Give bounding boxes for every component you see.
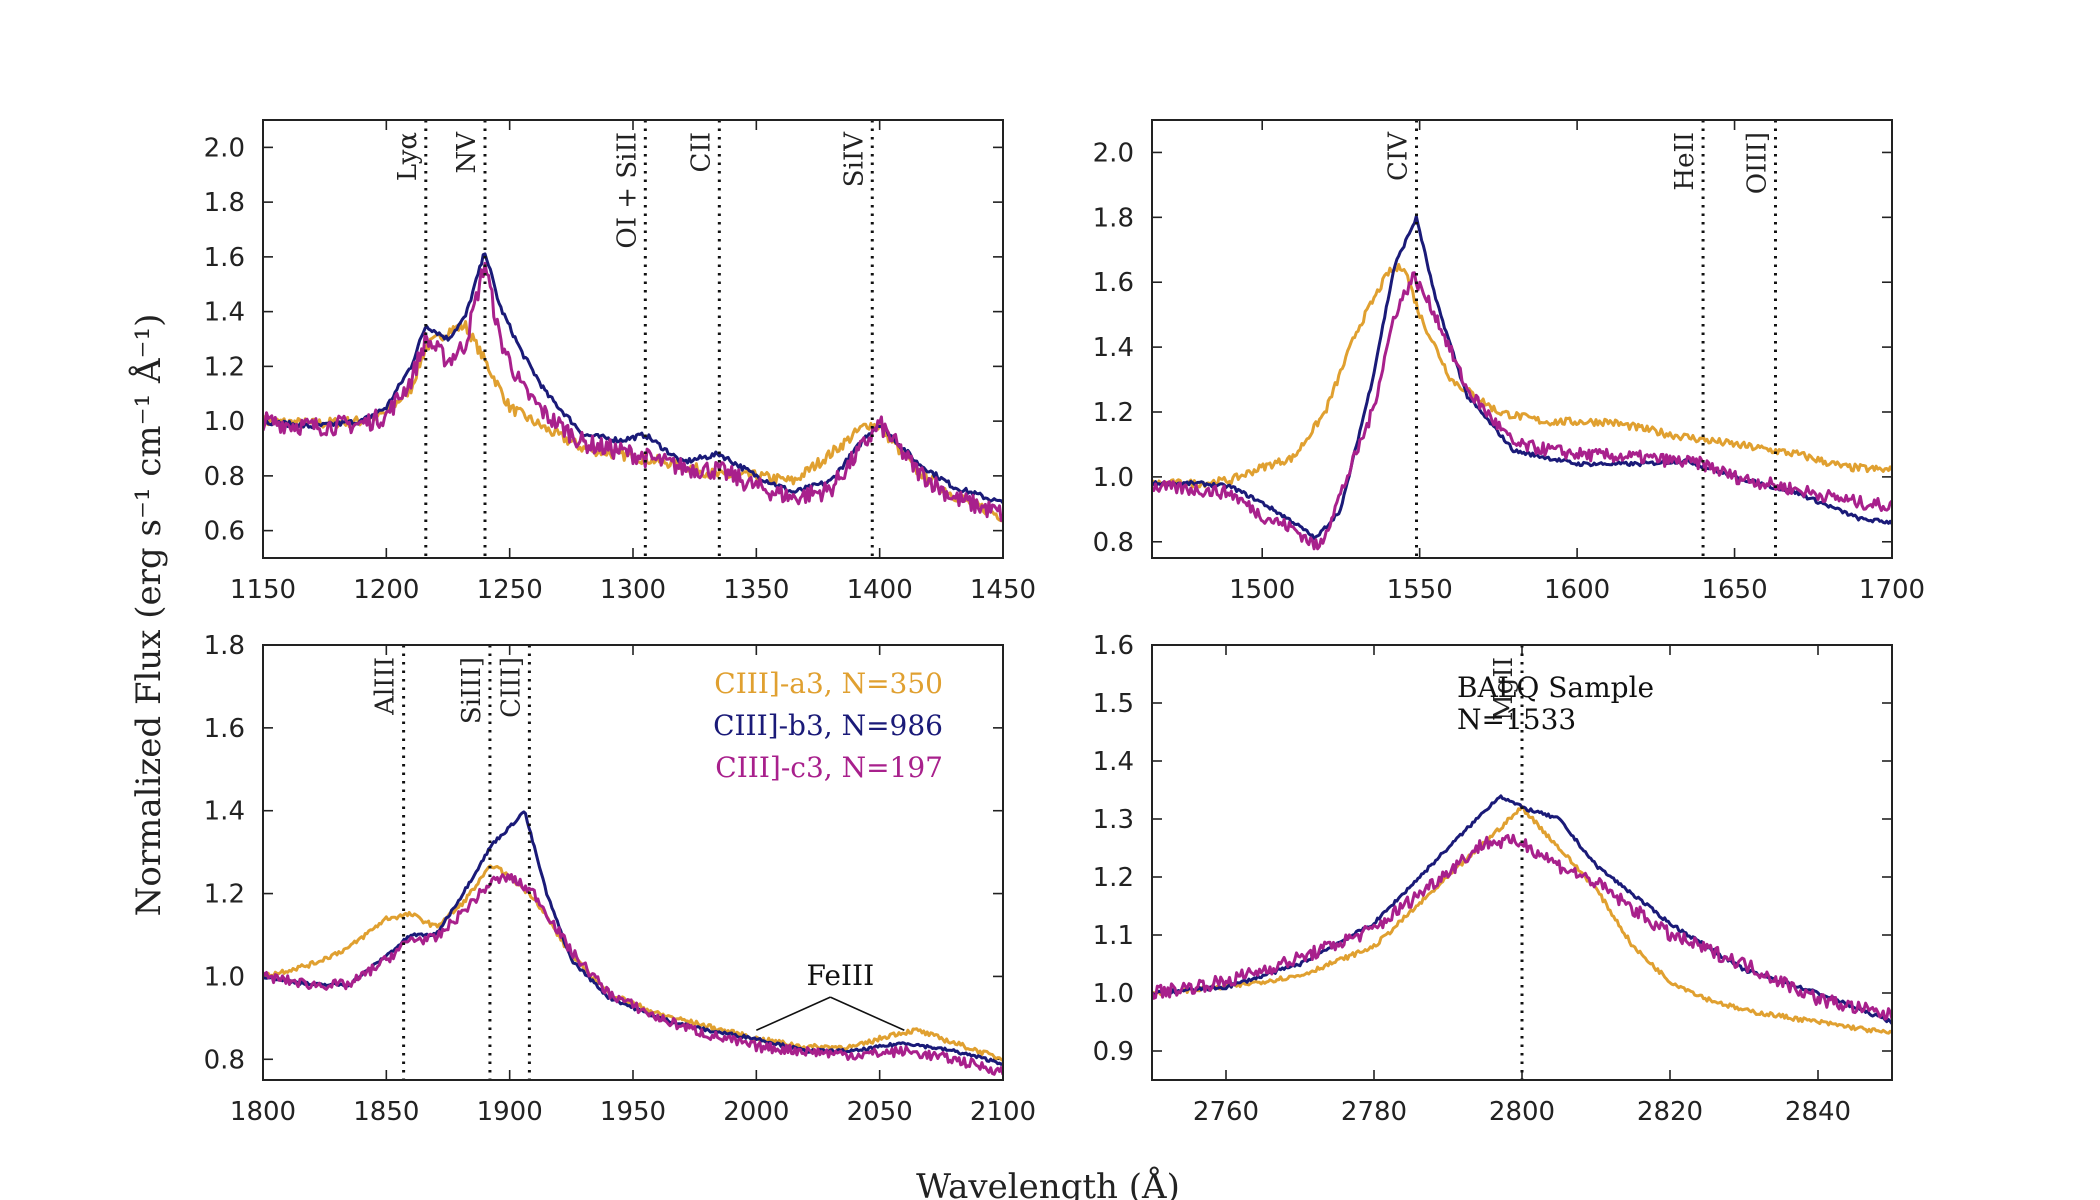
- series-line-ciiic3: [1152, 833, 1892, 1021]
- series-line-ciiia3: [1152, 804, 1892, 1035]
- series-group: [263, 810, 1003, 1076]
- x-tick-label: 2760: [1193, 1097, 1259, 1127]
- y-tick-label: 2.0: [1093, 138, 1134, 168]
- x-tick-label: 1850: [353, 1097, 419, 1127]
- y-tick-label: 1.6: [204, 243, 245, 273]
- line-marker-label: SiIV: [839, 131, 869, 187]
- y-tick-label: 1.2: [1093, 398, 1134, 428]
- annotation-label: FeIII: [807, 959, 875, 992]
- y-tick-label: 1.4: [1093, 747, 1134, 777]
- y-tick-label: 0.8: [1093, 528, 1134, 558]
- y-tick-label: 1.4: [204, 298, 245, 328]
- y-tick-label: 1.4: [204, 797, 245, 827]
- y-tick-label: 1.0: [1093, 979, 1134, 1009]
- line-marker-label: AlIII: [371, 657, 401, 716]
- y-tick-label: 1.6: [204, 714, 245, 744]
- x-tick-label: 1800: [230, 1097, 296, 1127]
- x-tick-label: 1950: [600, 1097, 666, 1127]
- x-tick-label: 1350: [723, 575, 789, 605]
- series-line-ciiia3: [1152, 263, 1892, 489]
- x-tick-label: 1450: [970, 575, 1036, 605]
- x-tick-label: 1300: [600, 575, 666, 605]
- annotation-arrow: [830, 996, 905, 1032]
- x-tick-label: 2000: [723, 1097, 789, 1127]
- sample-label: BALQ Sample: [1457, 671, 1654, 704]
- panel-p4: 2760 2780 2800 2820 2840 0.9 1.0 1.1 1.2 1.3 1.4 1.…: [1093, 631, 1893, 1127]
- panel-p1: 1150 1200 1250 1300 1350 1400 1450 0.6 0.8 1.0 1.2…: [204, 119, 1036, 605]
- x-tick-label: 1700: [1859, 575, 1925, 605]
- y-tick-label: 1.0: [204, 407, 245, 437]
- line-marker-label: OIII]: [1742, 132, 1772, 194]
- line-marker-label: SiIII]: [457, 657, 487, 724]
- x-tick-label: 1550: [1387, 575, 1453, 605]
- legend-item: CIII]-c3, N=197: [715, 751, 943, 784]
- y-tick-label: 0.8: [204, 1045, 245, 1075]
- axes-frame: [1151, 119, 1893, 559]
- y-tick-label: 1.0: [1093, 463, 1134, 493]
- panel-p2: 1500 1550 1600 1650 1700 0.8 1.0 1.2 1.4 1.6 1.8 2.…: [1093, 119, 1925, 605]
- series-line-ciiib3: [263, 810, 1003, 1066]
- x-tick-label: 1400: [847, 575, 913, 605]
- x-axis-title: Wavelength (Å): [916, 1166, 1180, 1200]
- panel-p3: 1800 1850 1900 1950 2000 2050 2100 0.8 1.0 1.2 1.4…: [204, 631, 1036, 1127]
- legend-item: CIII]-a3, N=350: [714, 667, 943, 700]
- x-tick-label: 1150: [230, 575, 296, 605]
- y-tick-label: 0.6: [204, 517, 245, 547]
- x-tick-label: 1500: [1229, 575, 1295, 605]
- y-tick-label: 1.3: [1093, 805, 1134, 835]
- series-line-ciiib3: [263, 252, 1003, 504]
- line-marker-label: Lyα: [393, 132, 423, 181]
- axes-frame: [262, 119, 1004, 559]
- annotation-arrow: [756, 996, 831, 1032]
- x-tick-label: 1200: [353, 575, 419, 605]
- series-group: [263, 252, 1003, 523]
- line-marker-label: NV: [452, 131, 482, 174]
- x-tick-label: 2050: [847, 1097, 913, 1127]
- x-tick-label: 2780: [1341, 1097, 1407, 1127]
- line-marker-label: CIII]: [496, 657, 526, 718]
- series-group: [1152, 214, 1892, 551]
- x-tick-label: 2840: [1785, 1097, 1851, 1127]
- x-tick-label: 2800: [1489, 1097, 1555, 1127]
- line-marker-label: CIV: [1384, 131, 1414, 181]
- y-tick-label: 1.6: [1093, 631, 1134, 661]
- x-tick-label: 1250: [477, 575, 543, 605]
- panels: 1150 1200 1250 1300 1350 1400 1450 0.6 0.8 1.0 1.2…: [204, 119, 1925, 1127]
- y-tick-label: 1.0: [204, 962, 245, 992]
- x-tick-label: 2820: [1637, 1097, 1703, 1127]
- line-marker-label: CII: [686, 132, 716, 172]
- series-group: [1152, 794, 1892, 1035]
- y-tick-label: 1.2: [204, 352, 245, 382]
- y-tick-label: 1.5: [1093, 689, 1134, 719]
- y-tick-label: 1.1: [1093, 921, 1134, 951]
- series-line-ciiib3: [1152, 214, 1892, 541]
- line-marker-label: MgII: [1489, 657, 1519, 721]
- series-line-ciiic3: [263, 873, 1003, 1076]
- series-line-ciiic3: [1152, 271, 1892, 551]
- y-tick-label: 2.0: [204, 133, 245, 163]
- x-tick-label: 2100: [970, 1097, 1036, 1127]
- sample-label: N=1533: [1457, 703, 1576, 736]
- y-tick-label: 1.8: [204, 188, 245, 218]
- y-tick-label: 1.6: [1093, 268, 1134, 298]
- x-tick-label: 1650: [1701, 575, 1767, 605]
- y-tick-label: 1.8: [1093, 203, 1134, 233]
- y-tick-label: 0.9: [1093, 1037, 1134, 1067]
- y-axis-title: Normalized Flux (erg s⁻¹ cm⁻¹ Å⁻¹): [128, 314, 169, 917]
- series-line-ciiic3: [263, 261, 1003, 522]
- axes-frame: [1151, 644, 1893, 1081]
- axes-frame: [262, 644, 1004, 1081]
- line-marker-label: OI + SiII: [612, 132, 642, 249]
- legend-item: CIII]-b3, N=986: [713, 709, 943, 742]
- y-tick-label: 1.8: [204, 631, 245, 661]
- y-tick-label: 1.2: [1093, 863, 1134, 893]
- y-tick-label: 1.4: [1093, 333, 1134, 363]
- y-tick-label: 0.8: [204, 462, 245, 492]
- y-tick-label: 1.2: [204, 880, 245, 910]
- x-tick-label: 1600: [1544, 575, 1610, 605]
- x-tick-label: 1900: [477, 1097, 543, 1127]
- line-marker-label: HeII: [1670, 132, 1700, 191]
